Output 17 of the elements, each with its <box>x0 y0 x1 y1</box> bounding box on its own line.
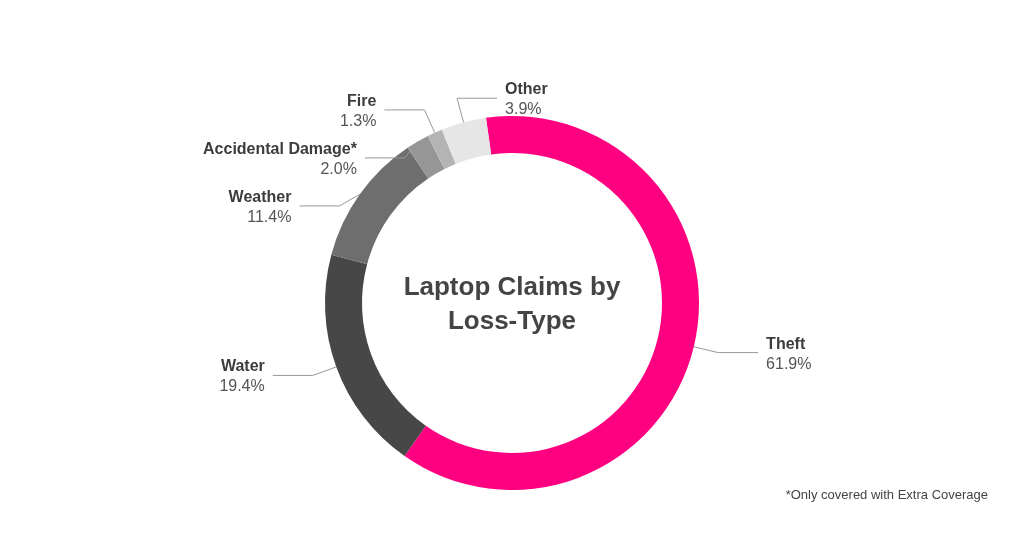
slice-label: Accidental Damage* <box>203 139 358 157</box>
slice-label: Fire <box>347 91 377 109</box>
slice-label: Weather <box>228 187 292 205</box>
text: *Only covered with Extra Coverage <box>785 487 988 502</box>
data-label: 61.9% <box>766 354 812 372</box>
donut-slice <box>427 129 456 170</box>
data-label: 11.4% <box>247 207 292 225</box>
data-label: 3.9% <box>505 100 542 118</box>
slice-label: Theft <box>766 334 806 352</box>
donut-slice <box>404 116 699 490</box>
slice-label: Water <box>220 357 265 375</box>
donut-slice <box>441 117 492 164</box>
text: Laptop Claims by Loss-Type <box>403 271 621 335</box>
data-label: 2.0% <box>320 159 357 177</box>
data-label: 19.4% <box>219 377 265 395</box>
data-label: 1.3% <box>339 111 377 129</box>
slice-label: Other <box>505 80 548 98</box>
